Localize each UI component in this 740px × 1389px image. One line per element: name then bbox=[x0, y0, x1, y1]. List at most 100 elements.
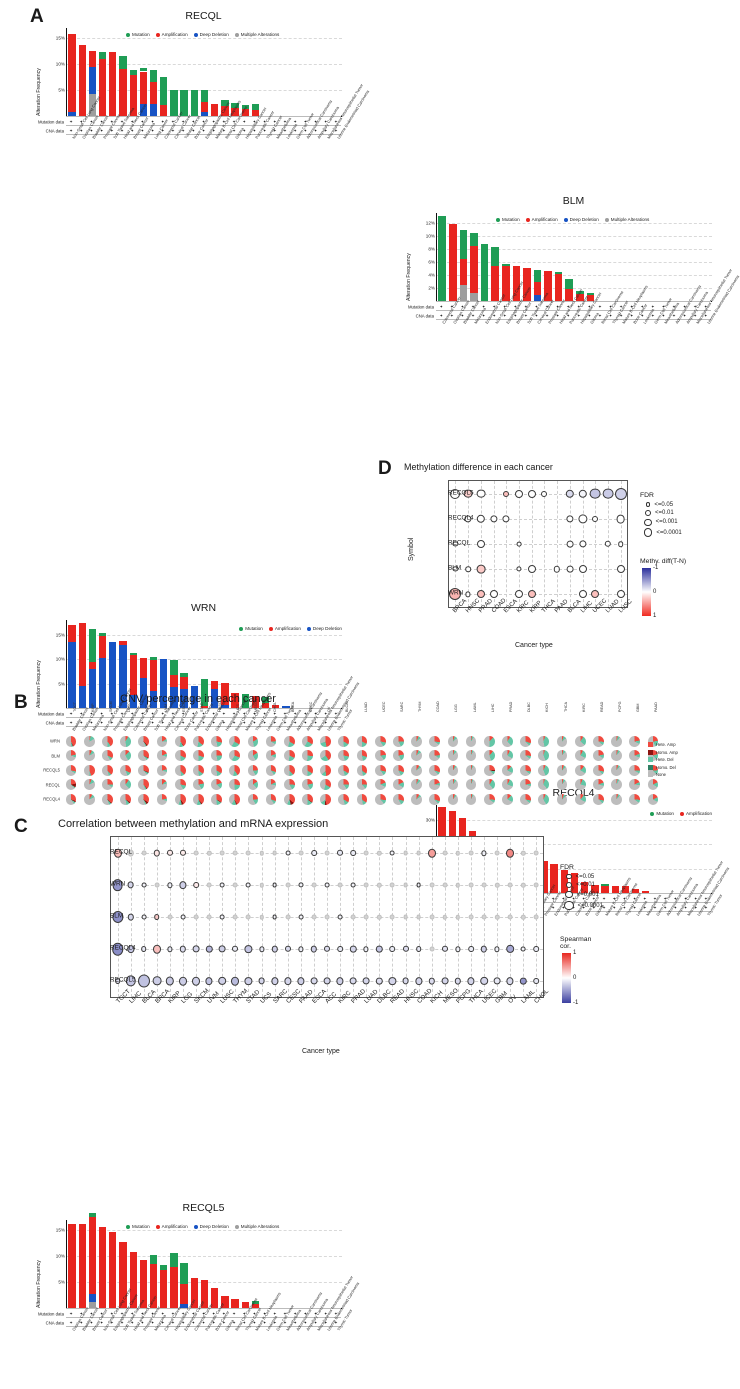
bar-segment bbox=[129, 74, 137, 116]
cnv-pie-chart bbox=[120, 735, 132, 747]
data-available-marker bbox=[120, 721, 124, 724]
legend-item: Mutation bbox=[496, 217, 520, 222]
row-label: RECQL bbox=[45, 782, 60, 788]
cnv-pie-chart bbox=[265, 750, 277, 762]
bar-segment bbox=[586, 295, 595, 301]
bar bbox=[480, 213, 489, 301]
bar-segment bbox=[601, 884, 609, 886]
legend-label: Multiple Alterations bbox=[610, 217, 650, 222]
data-available-marker bbox=[232, 129, 236, 132]
cnv-pie-chart bbox=[429, 764, 441, 776]
data-point bbox=[480, 976, 488, 986]
data-point bbox=[272, 914, 278, 920]
column-label: SKCM bbox=[108, 701, 113, 712]
legend-label: <=0.001 bbox=[655, 519, 678, 526]
data-available-marker bbox=[120, 120, 124, 123]
data-available-marker bbox=[324, 712, 328, 715]
cnv-pie-chart bbox=[520, 793, 532, 805]
data-available-marker bbox=[561, 906, 565, 909]
data-available-marker bbox=[140, 120, 144, 123]
bar-segment bbox=[180, 676, 188, 690]
cnv-pie-chart bbox=[192, 764, 204, 776]
y-axis-tick-label: 12% bbox=[425, 220, 435, 226]
bar bbox=[231, 620, 239, 708]
bar-segment bbox=[190, 686, 198, 708]
bar-segment bbox=[261, 703, 270, 708]
y-axis-tick-label: 5% bbox=[58, 87, 65, 93]
cnv-pie-chart bbox=[338, 764, 350, 776]
data-available-marker bbox=[100, 120, 104, 123]
bar-segment bbox=[160, 1265, 168, 1271]
data-point bbox=[534, 914, 539, 920]
bar bbox=[261, 620, 270, 708]
data-point bbox=[113, 848, 122, 858]
bar-segment bbox=[601, 885, 609, 893]
data-point bbox=[349, 977, 357, 985]
data-point bbox=[180, 914, 186, 920]
legend-label: Multiple Alterations bbox=[240, 32, 280, 37]
data-available-marker bbox=[242, 712, 246, 715]
data-point bbox=[284, 945, 291, 953]
bar-segment bbox=[272, 704, 280, 708]
data-available-marker bbox=[110, 129, 114, 132]
column-label: LGG bbox=[454, 704, 459, 712]
data-available-marker bbox=[622, 897, 626, 900]
legend-item: Multiple Alterations bbox=[234, 1224, 279, 1229]
data-point bbox=[271, 977, 279, 985]
data-available-marker bbox=[587, 314, 591, 317]
legend-label: Deep Deletion bbox=[199, 1224, 229, 1229]
gridline bbox=[437, 235, 712, 237]
data-available-marker bbox=[545, 314, 549, 317]
colorbar-tick-label: -1 bbox=[653, 565, 659, 571]
data-available-marker bbox=[151, 129, 155, 132]
data-point bbox=[152, 944, 161, 954]
bar-segment bbox=[200, 102, 209, 113]
bar-segment bbox=[139, 658, 148, 678]
cnv-pie-chart bbox=[447, 779, 459, 791]
bar bbox=[323, 1220, 330, 1308]
data-point bbox=[553, 565, 561, 573]
data-available-marker bbox=[612, 906, 616, 909]
data-point bbox=[527, 489, 536, 498]
data-available-marker bbox=[651, 314, 655, 317]
column-label: LAML bbox=[472, 702, 477, 712]
legend-item: Hete. Amp bbox=[648, 742, 678, 747]
data-point bbox=[218, 976, 227, 986]
data-point bbox=[494, 914, 500, 920]
data-available-marker bbox=[212, 721, 216, 724]
data-available-marker bbox=[79, 129, 83, 132]
colorbar: -1 0 1 bbox=[642, 565, 658, 619]
bar bbox=[170, 620, 178, 708]
legend-marker bbox=[565, 890, 573, 899]
bar bbox=[550, 805, 558, 893]
data-available-marker bbox=[69, 1312, 73, 1315]
cnv-pie-chart bbox=[247, 779, 259, 791]
data-available-marker bbox=[89, 712, 93, 715]
data-point bbox=[602, 488, 614, 499]
cnv-pie-chart bbox=[302, 750, 313, 762]
cnv-pie-chart bbox=[102, 735, 113, 747]
bar-segment bbox=[231, 693, 239, 708]
data-available-marker bbox=[612, 897, 616, 900]
data-point bbox=[167, 914, 173, 920]
legend-item: <=0.001 bbox=[640, 518, 682, 526]
bar-segment bbox=[251, 110, 260, 116]
data-point bbox=[377, 914, 382, 920]
cnv-pie-chart bbox=[538, 764, 550, 776]
bar bbox=[98, 28, 107, 116]
legend-item: Mutation bbox=[239, 626, 263, 631]
data-available-marker bbox=[222, 129, 226, 132]
legend-item: Mutation bbox=[650, 811, 674, 816]
data-point bbox=[452, 566, 458, 572]
data-available-marker bbox=[293, 120, 297, 123]
data-point bbox=[502, 515, 510, 523]
bar bbox=[438, 213, 447, 301]
data-available-marker bbox=[181, 712, 185, 715]
data-point bbox=[514, 590, 523, 599]
data-available-marker bbox=[202, 712, 205, 715]
data-point bbox=[520, 977, 527, 985]
data-available-marker bbox=[592, 906, 596, 909]
data-available-marker bbox=[640, 305, 644, 308]
panel-c-title: Correlation between methylation and mRNA… bbox=[58, 818, 329, 830]
data-point bbox=[167, 882, 173, 888]
